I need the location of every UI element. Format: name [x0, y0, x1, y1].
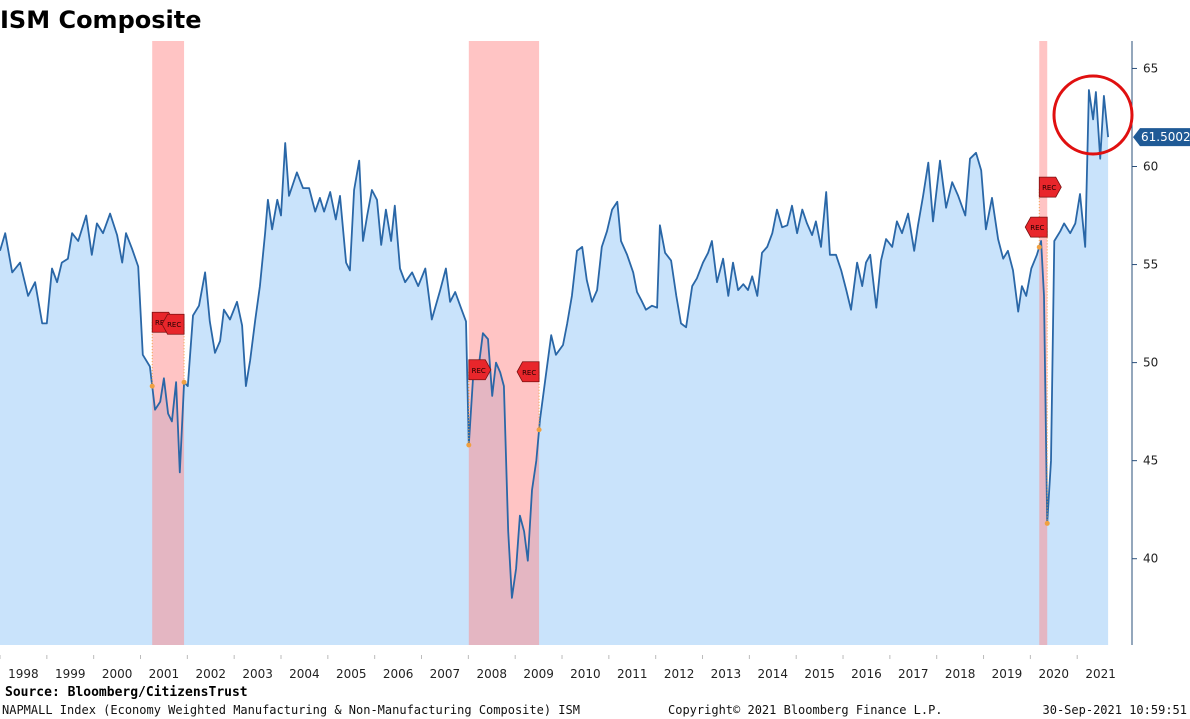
y-tick-label: 50	[1143, 356, 1158, 370]
recession-marker	[468, 359, 492, 381]
x-tick-label: 2007	[430, 667, 461, 681]
last-value-label: 61.5002	[1141, 130, 1190, 144]
recession-dot	[1044, 520, 1050, 526]
x-tick-label: 2015	[804, 667, 835, 681]
x-tick-label: 2012	[664, 667, 695, 681]
recession-band	[1039, 41, 1048, 645]
recession-marker	[1024, 216, 1048, 238]
x-tick-label: 2001	[149, 667, 180, 681]
area-fill	[0, 90, 1109, 645]
y-tick-label: 65	[1143, 61, 1158, 75]
recession-marker-label: REC	[1042, 184, 1056, 192]
x-tick-label: 2013	[711, 667, 742, 681]
y-tick-label: 40	[1143, 552, 1158, 566]
recession-marker-label: REC	[167, 321, 181, 329]
x-tick-label: 2002	[195, 667, 226, 681]
recession-dot	[181, 379, 187, 385]
x-tick-label: 2005	[336, 667, 367, 681]
footer-left: NAPMALL Index (Economy Weighted Manufact…	[2, 703, 580, 717]
recession-dot	[536, 427, 542, 433]
recession-marker-label: REC	[1030, 224, 1044, 232]
chart-title: ISM Composite	[0, 6, 202, 34]
x-tick-label: 2018	[945, 667, 976, 681]
x-tick-label: 2019	[992, 667, 1023, 681]
recession-band	[468, 41, 540, 645]
y-tick-label: 55	[1143, 258, 1158, 272]
x-tick-label: 2008	[476, 667, 507, 681]
x-tick-label: 2014	[758, 667, 789, 681]
recession-marker	[516, 361, 540, 383]
recession-band	[152, 41, 185, 645]
x-tick-label: 2006	[383, 667, 414, 681]
x-tick-label: 2011	[617, 667, 648, 681]
x-tick-label: 2004	[289, 667, 320, 681]
x-tick-label: 2016	[851, 667, 882, 681]
y-tick-label: 45	[1143, 454, 1158, 468]
recession-dot	[466, 442, 472, 448]
x-tick-label: 2009	[523, 667, 554, 681]
recession-marker	[1038, 176, 1062, 198]
x-tick-label: 2003	[242, 667, 273, 681]
last-value-tag	[1133, 128, 1190, 147]
recession-marker	[161, 313, 185, 335]
x-tick-label: 1998	[8, 667, 39, 681]
data-line	[0, 89, 1109, 599]
y-tick-label: 60	[1143, 160, 1158, 174]
x-tick-label: 2020	[1039, 667, 1070, 681]
recession-marker-label: REC	[472, 367, 486, 375]
source: Source: Bloomberg/CitizensTrust	[5, 685, 248, 700]
x-tick-label: 2017	[898, 667, 929, 681]
x-tick-label: 2010	[570, 667, 601, 681]
x-tick-label: 2021	[1085, 667, 1116, 681]
recession-marker-label: REC	[522, 369, 536, 377]
footer-right: 30-Sep-2021 10:59:51	[1043, 703, 1188, 717]
footer-center: Copyright© 2021 Bloomberg Finance L.P.	[668, 703, 943, 717]
recession-dot	[1036, 244, 1042, 250]
recession-dot	[149, 383, 155, 389]
highlight-circle	[1052, 74, 1134, 156]
x-tick-label: 1999	[55, 667, 86, 681]
x-tick-label: 2000	[102, 667, 133, 681]
